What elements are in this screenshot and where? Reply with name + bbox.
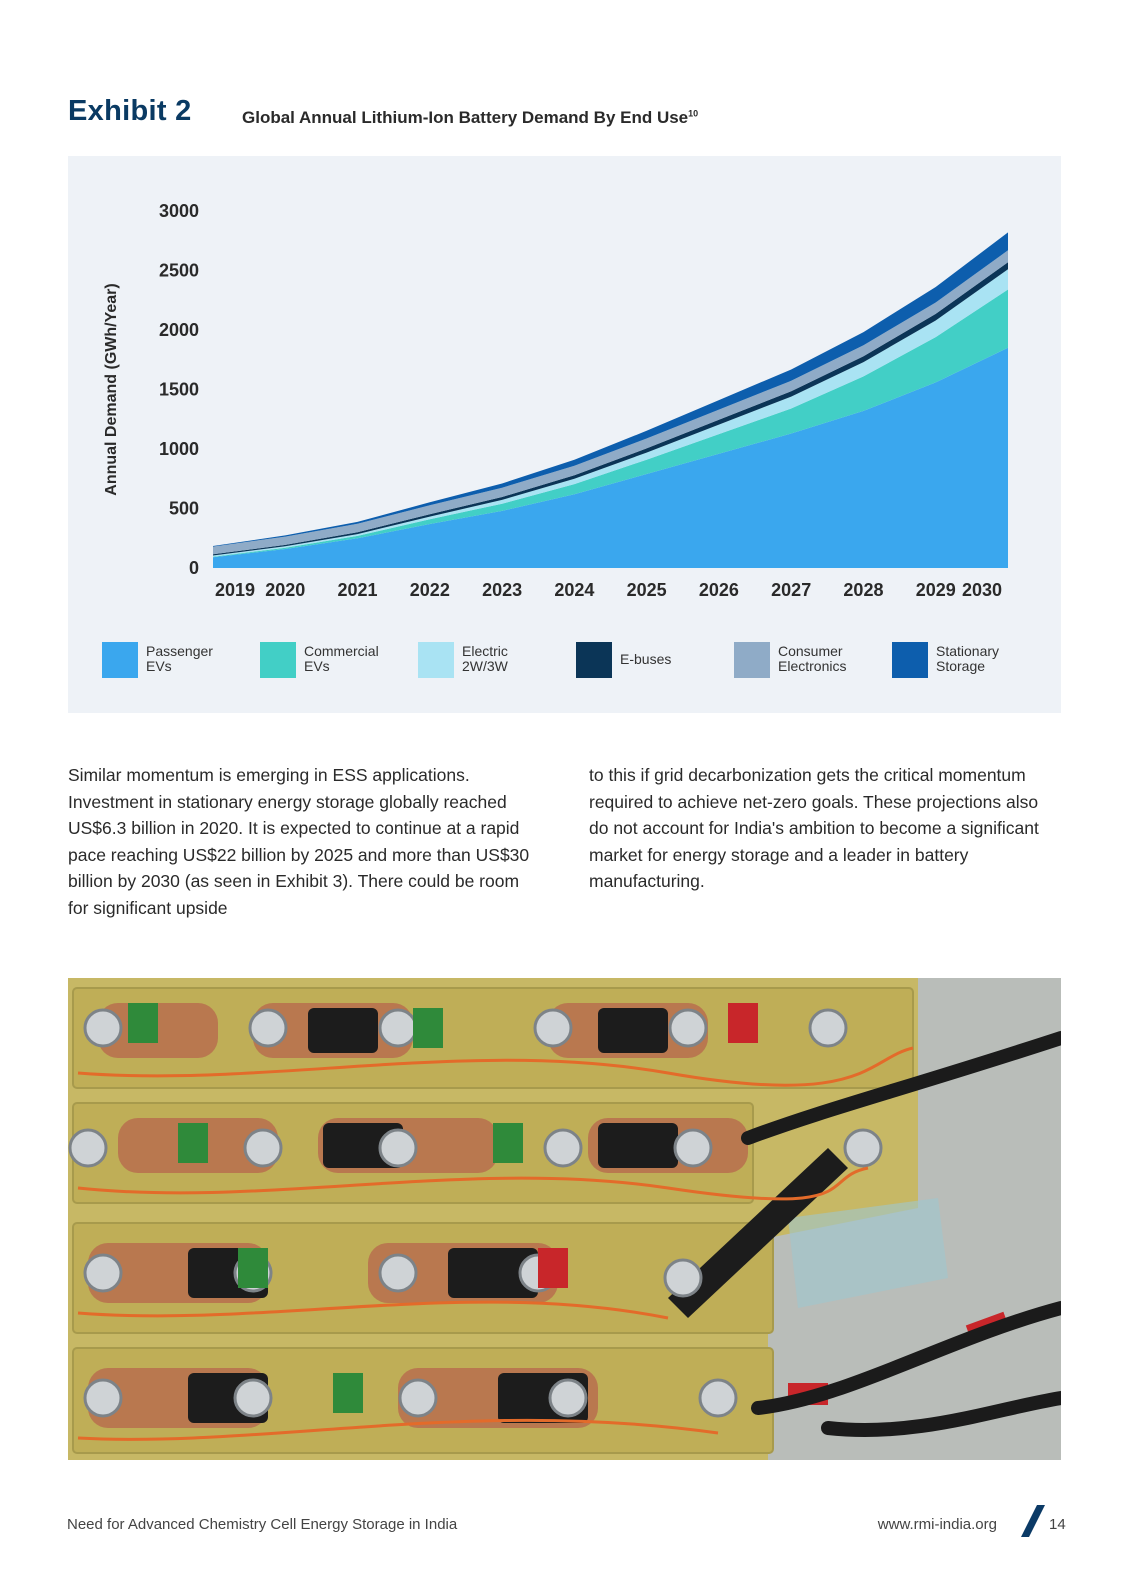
y-tick-label: 500 (169, 499, 199, 519)
y-tick-label: 2000 (159, 320, 199, 340)
legend-label-line: E-buses (620, 651, 672, 667)
legend-label: Commercial EVs (304, 644, 424, 674)
legend-label: Stationary Storage (936, 644, 1056, 674)
battery-module-photo (68, 978, 1061, 1460)
y-tick-label: 2500 (159, 261, 199, 281)
legend-swatch (260, 642, 296, 678)
legend-label-line: Stationary (936, 643, 1000, 659)
legend-swatch (418, 642, 454, 678)
legend-label-line: 2W/3W (462, 658, 508, 674)
x-tick-label: 2028 (843, 580, 883, 600)
body-paragraph-left: Similar momentum is emerging in ESS appl… (68, 765, 530, 918)
legend-swatch (576, 642, 612, 678)
legend-label: Consumer Electronics (778, 644, 898, 674)
footer-slash-icon (1021, 1505, 1045, 1537)
exhibit-title: Global Annual Lithium-Ion Battery Demand… (242, 108, 698, 128)
legend-label: Electric 2W/3W (462, 644, 582, 674)
x-tick-label: 2027 (771, 580, 811, 600)
x-tick-label: 2023 (482, 580, 522, 600)
x-tick-label: 2022 (410, 580, 450, 600)
exhibit-title-text: Global Annual Lithium-Ion Battery Demand… (242, 108, 689, 127)
exhibit-title-footnote: 10 (688, 108, 699, 119)
area-passenger-evs (213, 347, 1008, 568)
footer-report-title: Need for Advanced Chemistry Cell Energy … (67, 1516, 458, 1533)
x-tick-label: 2019 (215, 580, 255, 600)
legend-swatch (734, 642, 770, 678)
battery-photo-illustration (68, 978, 1061, 1460)
chart-panel: 0 500 1000 1500 2000 2500 3000 2019 2020 2021 2022… (68, 156, 1061, 713)
x-tick-label: 2030 (962, 580, 1002, 600)
y-axis-label: Annual Demand (GWh/Year) (103, 283, 120, 495)
legend-label-line: Commercial (304, 643, 379, 659)
y-tick-label: 3000 (159, 201, 199, 221)
footer-website[interactable]: www.rmi-india.org (877, 1516, 997, 1533)
x-tick-label: 2025 (627, 580, 667, 600)
legend-label: E-buses (620, 652, 740, 667)
x-tick-label: 2026 (699, 580, 739, 600)
x-tick-label: 2029 (916, 580, 956, 600)
legend-label-line: Consumer (778, 643, 843, 659)
legend-label-line: Electric (462, 643, 508, 659)
y-tick-label: 1000 (159, 439, 199, 459)
x-tick-label: 2024 (554, 580, 594, 600)
chart-legend: Passenger EVs Commercial EVs Electric 2W/3W E-… (102, 642, 1047, 682)
x-tick-label: 2020 (265, 580, 305, 600)
exhibit-label: Exhibit 2 (68, 95, 192, 127)
footer-page-number: 14 (1049, 1516, 1066, 1533)
legend-swatch (892, 642, 928, 678)
legend-label: Passenger EVs (146, 644, 266, 674)
legend-label-line: Electronics (778, 658, 847, 674)
stacked-area-chart: 0 500 1000 1500 2000 2500 3000 2019 2020 2021 2022… (103, 201, 1008, 600)
legend-label-line: EVs (146, 658, 172, 674)
body-paragraph-right: to this if grid decarbonization gets the… (589, 765, 1039, 891)
legend-swatch (102, 642, 138, 678)
x-tick-label: 2021 (338, 580, 378, 600)
y-tick-label: 1500 (159, 380, 199, 400)
legend-label-line: Storage (936, 658, 986, 674)
y-tick-label: 0 (189, 558, 199, 578)
legend-label-line: Passenger (146, 643, 213, 659)
legend-label-line: EVs (304, 658, 330, 674)
